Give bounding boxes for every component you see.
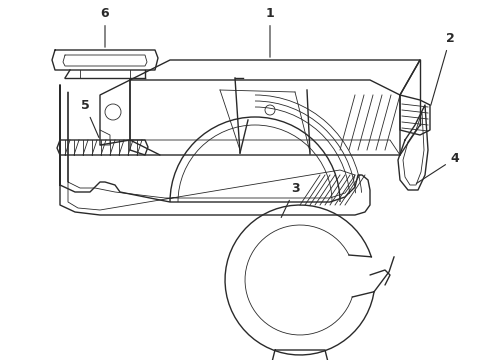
Text: 2: 2 — [431, 32, 454, 105]
Text: 1: 1 — [266, 7, 274, 57]
Text: 4: 4 — [416, 152, 460, 184]
Text: 3: 3 — [281, 182, 299, 217]
Text: 6: 6 — [100, 7, 109, 47]
Text: 5: 5 — [81, 99, 99, 138]
